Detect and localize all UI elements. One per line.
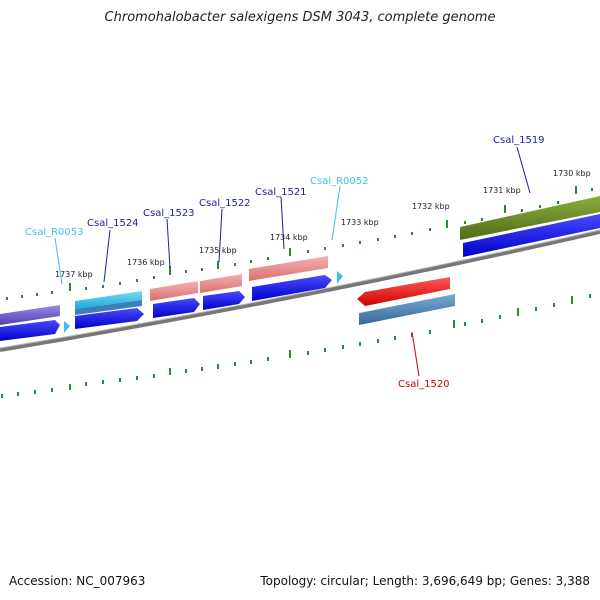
genome-backbone — [0, 230, 600, 352]
accession-text: Accession: NC_007963 — [9, 574, 146, 588]
outer-features — [0, 196, 600, 325]
ruler-label: 1736 kbp — [127, 258, 165, 267]
gene-label: Csal_1522 — [199, 198, 251, 209]
gene-label: Csal_1521 — [255, 187, 307, 198]
gene-csal-1522 — [200, 274, 242, 293]
trna-csal-r0053 — [64, 321, 70, 333]
reverse-features — [357, 277, 455, 325]
gene-label: Csal_R0053 — [25, 227, 84, 238]
genome-backbone-highlight — [0, 229, 600, 349]
gene-csal-1523 — [150, 281, 198, 301]
cds-blue — [0, 320, 60, 341]
gene-label: Csal_1523 — [143, 208, 195, 219]
ruler-label: 1733 kbp — [341, 218, 379, 227]
ruler-label: 1737 kbp — [55, 270, 93, 279]
gene-csal-1521 — [249, 256, 328, 281]
gene-labels: Csal_R0053 Csal_1524 Csal_1523 Csal_1522… — [25, 135, 545, 390]
cds-track — [0, 214, 600, 341]
ruler-labels: 1737 kbp 1736 kbp 1735 kbp 1734 kbp 1733… — [55, 169, 591, 279]
gene-csal-1524-inner — [75, 300, 142, 315]
gene-csal-1519 — [460, 196, 600, 240]
ruler-label: 1731 kbp — [483, 186, 521, 195]
gene-label: Csal_1520 — [398, 379, 450, 390]
cds-blue — [463, 214, 600, 257]
genome-summary-text: Topology: circular; Length: 3,696,649 bp… — [260, 574, 590, 588]
ruler-lower — [1, 294, 591, 398]
gene-label: Csal_1524 — [87, 218, 139, 229]
cds-blue — [203, 291, 245, 310]
cds-blue — [252, 275, 332, 301]
gene-purple — [0, 305, 60, 325]
gene-label: Csal_R0052 — [310, 176, 369, 187]
cds-blue — [75, 308, 144, 329]
gene-csal-1524-outer — [75, 291, 142, 309]
ruler-label: 1734 kbp — [270, 233, 308, 242]
ruler-label: 1732 kbp — [412, 202, 450, 211]
page-title: Chromohalobacter salexigens DSM 3043, co… — [104, 10, 496, 25]
gene-csal-1520 — [357, 277, 450, 306]
trna-csal-r0052 — [337, 271, 343, 284]
cds-blue — [153, 298, 200, 318]
gene-label: Csal_1519 — [493, 135, 545, 146]
ruler-label: 1730 kbp — [553, 169, 591, 178]
gene-steel — [359, 294, 455, 325]
ruler-label: 1735 kbp — [199, 246, 237, 255]
label-leaders — [54, 146, 531, 377]
